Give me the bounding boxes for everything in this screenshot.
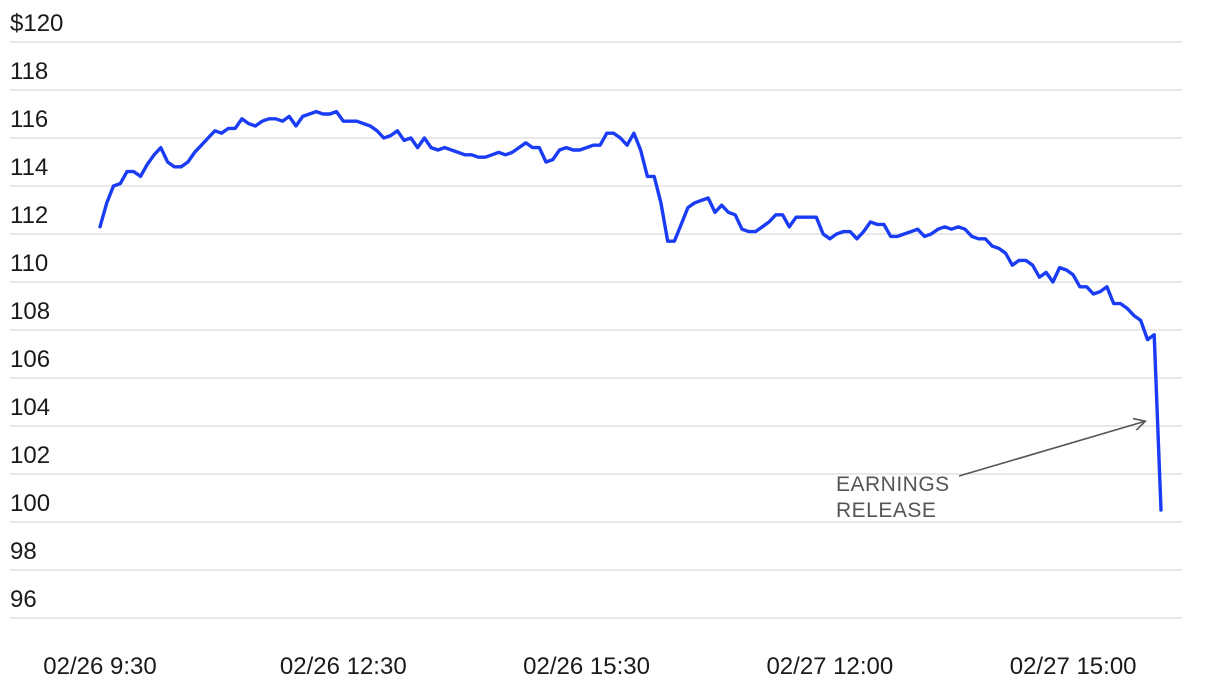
- annotation-text-line-0: EARNINGS: [836, 473, 950, 496]
- y-tick-label-110: 110: [10, 250, 48, 277]
- y-tick-label-96: 96: [10, 586, 37, 613]
- annotation-text-line-1: RELEASE: [836, 499, 936, 522]
- y-tick-label-108: 108: [10, 298, 50, 325]
- annotations: EARNINGS RELEASE: [836, 417, 1147, 522]
- y-tick-label-104: 104: [10, 394, 50, 421]
- x-tick-label-3: 02/27 12:00: [766, 653, 893, 680]
- y-tick-label-116: 116: [10, 106, 48, 133]
- x-tick-label-1: 02/26 12:30: [280, 653, 407, 680]
- y-tick-label-112: 112: [10, 202, 48, 229]
- y-tick-label-100: 100: [10, 490, 50, 517]
- y-tick-label-106: 106: [10, 346, 50, 373]
- y-tick-label-120: $120: [10, 10, 63, 37]
- y-tick-label-102: 102: [10, 442, 50, 469]
- price-series: [98, 109, 1163, 512]
- annotation-arrow: [958, 417, 1147, 477]
- y-tick-label-118: 118: [10, 58, 48, 85]
- gridlines: [10, 41, 1182, 619]
- series-line-0: [98, 109, 1163, 512]
- y-axis-tick-labels: $120 118 116 114 112 110 108 106 104 102 100 98 96: [10, 10, 63, 613]
- y-tick-label-98: 98: [10, 538, 37, 565]
- y-tick-label-114: 114: [10, 154, 48, 181]
- x-axis-tick-labels: 02/26 9:30 02/26 12:30 02/26 15:30 02/27 12…: [43, 653, 1136, 680]
- x-tick-label-4: 02/27 15:00: [1010, 653, 1137, 680]
- x-tick-label-0: 02/26 9:30: [43, 653, 156, 680]
- x-tick-label-2: 02/26 15:30: [523, 653, 650, 680]
